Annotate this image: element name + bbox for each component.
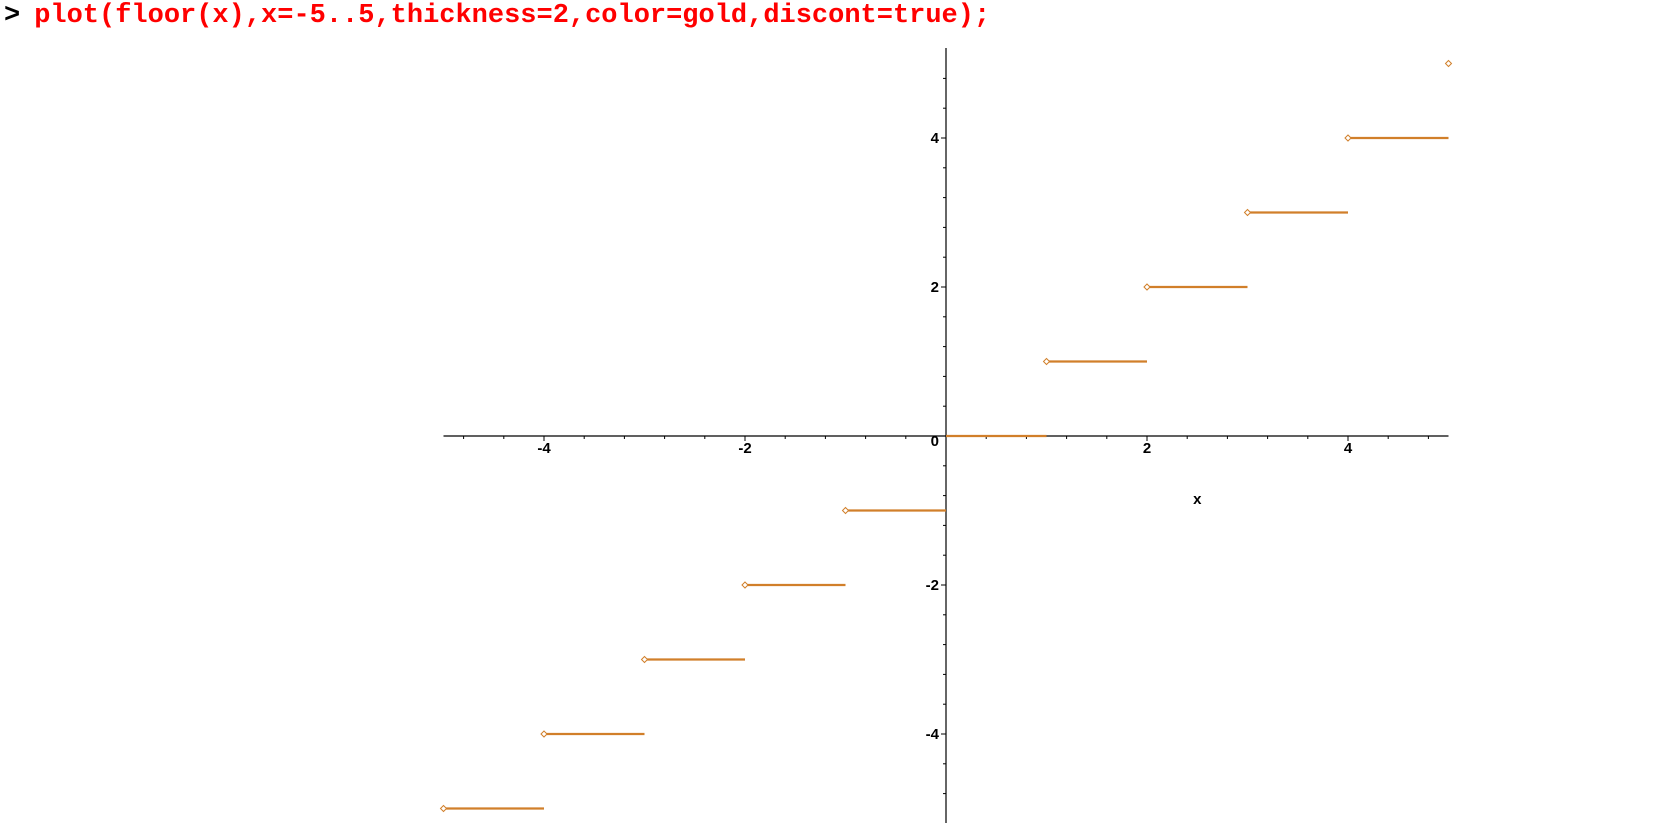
endpoint-marker (1143, 283, 1151, 291)
endpoint-marker (540, 730, 548, 738)
x-tick-label: 2 (1143, 440, 1151, 457)
y-tick-label: -4 (926, 726, 940, 743)
endpoint-marker (439, 804, 448, 813)
endpoint-marker (1042, 357, 1051, 366)
plot-command[interactable]: plot(floor(x),x=-5..5,thickness=2,color=… (34, 1, 991, 31)
endpoint-marker (841, 506, 850, 515)
y-tick-label: 2 (931, 279, 939, 296)
endpoint-marker (640, 655, 649, 664)
origin-label: 0 (931, 433, 939, 450)
y-tick-label: -2 (926, 577, 939, 594)
x-axis-label: x (1193, 491, 1202, 508)
y-tick-label: 4 (931, 130, 940, 147)
endpoint-marker (741, 581, 749, 589)
x-tick-label: -4 (537, 440, 551, 457)
endpoint-marker (1444, 59, 1453, 68)
x-tick-label: 4 (1344, 440, 1353, 457)
endpoint-marker (1344, 134, 1352, 142)
command-input-line[interactable]: > plot(floor(x),x=-5..5,thickness=2,colo… (4, 0, 990, 32)
endpoint-marker (1243, 208, 1252, 217)
x-tick-label: -2 (738, 440, 751, 457)
input-prompt: > (4, 1, 21, 31)
